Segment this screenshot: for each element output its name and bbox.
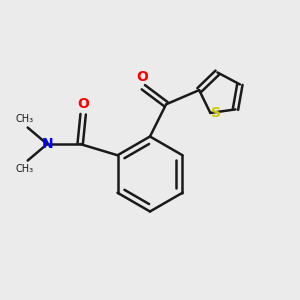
Text: S: S bbox=[211, 106, 221, 120]
Text: CH₃: CH₃ bbox=[16, 164, 34, 174]
Text: CH₃: CH₃ bbox=[16, 114, 34, 124]
Text: O: O bbox=[136, 70, 148, 84]
Text: O: O bbox=[77, 97, 89, 111]
Text: N: N bbox=[41, 137, 53, 151]
